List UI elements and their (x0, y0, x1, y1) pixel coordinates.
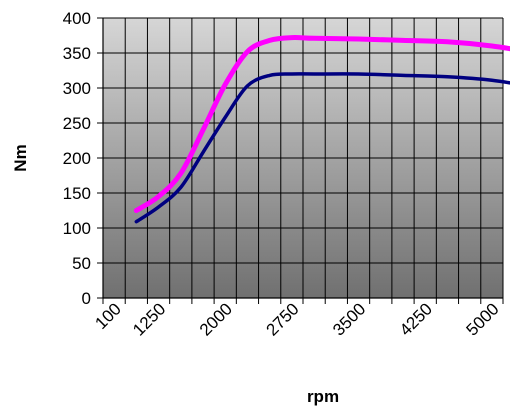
y-tick-label: 0 (82, 289, 91, 308)
x-tick-label: 100 (91, 299, 124, 332)
y-tick-label: 300 (63, 79, 91, 98)
x-tick-label: 2000 (196, 299, 236, 339)
x-tick-label: 2750 (263, 299, 303, 339)
y-tick-label: 350 (63, 44, 91, 63)
y-tick-label: 200 (63, 149, 91, 168)
axes (97, 17, 504, 304)
y-tick-label: 50 (72, 254, 91, 273)
x-axis-title: rpm (307, 387, 339, 406)
y-tick-label: 400 (63, 9, 91, 28)
y-tick-label: 150 (63, 184, 91, 203)
x-tick-label: 1250 (129, 299, 169, 339)
series-line-1 (133, 35, 510, 213)
x-tick-labels: 100 1250 2000 2750 3500 4250 5000 (91, 299, 502, 339)
y-tick-label: 250 (63, 114, 91, 133)
x-tick-label: 3500 (329, 299, 369, 339)
y-tick-labels: 0 50 100 150 200 250 300 350 400 (63, 9, 91, 308)
x-tick-label: 5000 (463, 299, 503, 339)
y-axis-title: Nm (11, 144, 30, 171)
series-line-2 (134, 72, 510, 224)
series-layer (133, 35, 510, 224)
gridlines (103, 17, 504, 298)
x-tick-label: 4250 (396, 299, 436, 339)
y-tick-label: 100 (63, 219, 91, 238)
